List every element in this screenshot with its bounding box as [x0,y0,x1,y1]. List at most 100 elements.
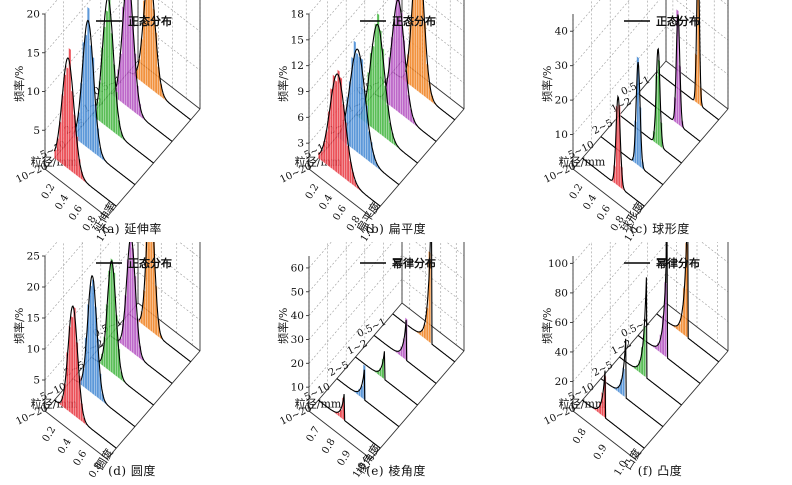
tick-label-category: 0.5~1 [356,317,388,340]
tick-label-z: 0.2 [568,182,586,201]
series-0.5~1 [128,242,192,363]
histogram-bar [339,76,343,177]
histogram-bar [152,7,156,93]
plot-area: 10203040频率/%10~205~102~51~20.5~1粒径/mm0.2… [540,0,729,242]
panel-elongation: 5101520频率/%10~205~102~51~20.5~1粒径/mm0.20… [0,0,264,242]
histogram-bar [367,130,371,163]
histogram-bar [131,246,135,355]
axis-edge [572,168,636,218]
tick-label-y: 9 [297,86,304,98]
legend: 正态分布 [96,14,172,28]
tick-label-z: 0.2 [41,425,59,444]
caption-angularity: (e) 棱角度 [366,464,426,478]
histogram-bar [126,0,130,109]
tick-label-y: 40 [555,26,568,38]
histogram-bar [416,0,420,93]
axis-label-x: 粒径/mm [559,155,606,169]
legend: 幂律分布 [360,256,436,270]
histogram-bar [334,79,338,174]
gridline-y [308,0,322,15]
histogram-bar [68,47,72,172]
histogram-bar [150,242,153,333]
gridline-y [572,242,618,294]
series-10~20 [581,94,645,207]
gridline-y [308,0,344,41]
axis-edge [572,410,636,460]
tick-label-y: 15 [291,34,304,46]
series-5~10 [72,6,136,186]
plot-area: 510152025频率/%10~205~102~51~20.5~1粒径/mm0.… [12,242,201,480]
tick-label-y: 10 [27,86,40,98]
panel-flatness: 369121518频率/%10~205~102~51~20.5~1粒径/mm0.… [264,0,528,242]
caption-convexity: (f) 凸度 [637,464,683,478]
tick-label-y: 20 [27,282,40,294]
tick-label-y: 50 [291,286,304,298]
histogram-bar [379,29,382,136]
tick-label-z: 0.8 [571,427,589,446]
series-0.5~1 [656,0,720,121]
tick-label-y: 25 [27,251,40,263]
histogram-bar [404,71,408,120]
gridline-y [572,242,592,264]
tick-label-y: 15 [27,313,40,325]
histogram-bar [386,104,390,142]
legend: 正态分布 [96,256,172,270]
axis-edge [308,410,372,460]
tick-label-y: 30 [291,334,304,346]
fit-curve [53,57,117,207]
histogram-bar [147,0,151,89]
series-5~10 [336,363,400,428]
histogram-bar [349,160,352,185]
gridline-y [572,273,729,382]
grid [308,242,465,411]
tick-label-y: 60 [555,317,568,329]
fit-curve [619,277,682,406]
gridline-y [572,242,729,323]
histogram-bar [346,144,350,183]
histogram-bar [414,0,417,91]
series-1~2 [109,242,173,384]
tick-label-y: 10 [555,129,568,141]
fit-curve [581,370,645,449]
series-1~2 [637,8,701,142]
histogram-bar [87,6,90,150]
tick-label-y: 20 [291,358,304,370]
chart-convexity: 20406080100频率/%10~205~102~51~20.5~1粒径/mm… [540,242,729,478]
fit-curve [373,320,437,384]
panel-convexity: 20 40 60 80 100 频率/% 10~20 5~10 2~5 1~2 0.5~1 粒径/mm… [528,242,792,484]
series-10~20 [318,69,381,207]
histogram-bar [395,0,399,113]
series-10~20 [53,47,117,207]
series-5~10 [600,55,664,186]
axis-label-y: 频率/% [276,308,290,344]
tick-label-y: 20 [555,376,568,388]
series-10~20 [317,394,381,449]
legend-label: 正态分布 [128,256,172,270]
panel-roundness: 510152025频率/%10~205~102~51~20.5~1粒径/mm0.… [0,242,264,484]
tick-label-z: 0.9 [592,443,610,462]
fit-curve [581,94,645,207]
plot-area: 20406080100频率/%10~205~102~51~20.5~1粒径/mm… [540,242,729,478]
histogram-bar [376,12,380,134]
tick-label-y: 30 [555,60,568,72]
histogram-bar [124,0,127,107]
chart-flatness: 369121518频率/%10~205~102~51~20.5~1粒径/mm0.… [276,0,465,242]
fit-curve [72,19,136,186]
gridline-y [308,0,465,92]
tick-label-y: 15 [27,47,40,59]
gridline-y [572,0,601,32]
histogram-bar [145,0,148,87]
histogram-bar [383,84,387,140]
caption-sphericity: (c) 球形度 [630,222,690,236]
tick-label-y: 10 [291,382,304,394]
fit-curve [637,242,701,384]
caption-elongation: (a) 延伸率 [102,222,162,236]
histogram-bar [147,242,151,331]
fit-curve [656,0,720,121]
histogram-bar [84,33,88,148]
gridline-y [572,26,729,135]
axis-edge [44,168,108,218]
series-1~2 [373,0,437,142]
legend-label: 幂律分布 [391,256,436,270]
caption-roundness: (d) 圆度 [108,464,156,478]
